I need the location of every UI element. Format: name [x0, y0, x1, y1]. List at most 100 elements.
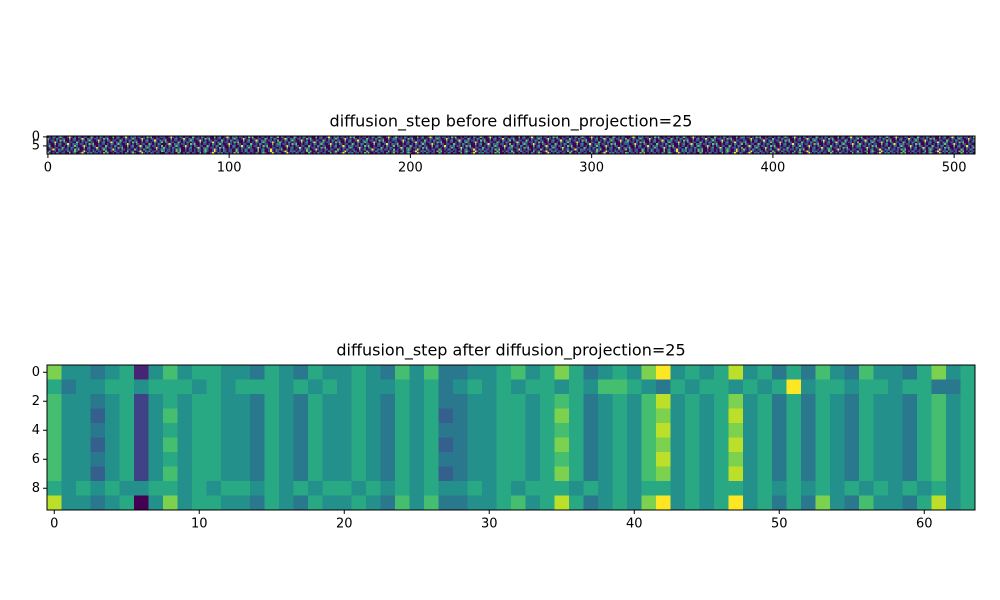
heatmap-cell	[298, 146, 302, 149]
heatmap-cell	[536, 148, 539, 151]
heatmap-cell	[289, 141, 292, 144]
heatmap-cell	[839, 143, 842, 146]
heatmap-cell	[414, 136, 418, 139]
heatmap-cell	[402, 150, 405, 153]
heatmap-cell	[549, 136, 552, 139]
heatmap-cell	[922, 150, 925, 153]
heatmap-cell	[732, 146, 735, 149]
heatmap-cell	[708, 139, 711, 142]
heatmap-cell	[530, 143, 534, 146]
heatmap-cell	[616, 148, 619, 151]
heatmap-cell	[391, 137, 394, 140]
heatmap-cell	[190, 152, 193, 155]
heatmap-cell	[511, 146, 514, 149]
heatmap-cell	[579, 143, 582, 146]
heatmap-cell	[933, 139, 936, 142]
heatmap-cell	[50, 152, 53, 155]
heatmap-cell	[759, 137, 762, 140]
heatmap-cell	[889, 136, 892, 139]
heatmap-cell	[737, 146, 740, 149]
heatmap-cell	[715, 137, 718, 140]
heatmap-cell	[768, 146, 771, 149]
heatmap-cell	[188, 146, 191, 149]
heatmap-cell	[293, 148, 296, 151]
heatmap-cell	[842, 145, 845, 148]
heatmap-cell	[95, 143, 99, 146]
heatmap-cell	[137, 152, 140, 155]
heatmap-cell	[764, 146, 767, 149]
heatmap-cell	[518, 148, 521, 151]
heatmap-cell	[273, 150, 276, 153]
heatmap-cell	[467, 141, 470, 144]
heatmap-cell	[840, 148, 843, 151]
heatmap-cell	[641, 141, 644, 144]
heatmap-cell	[806, 150, 809, 153]
heatmap-cell	[949, 148, 952, 151]
heatmap-cell	[380, 143, 383, 146]
heatmap-cell	[277, 136, 280, 139]
heatmap-cell	[146, 136, 149, 139]
heatmap-cell	[288, 148, 291, 151]
heatmap-cell	[659, 152, 662, 155]
heatmap-cell	[135, 145, 138, 148]
heatmap-cell	[192, 148, 195, 151]
heatmap-cell	[284, 136, 287, 139]
heatmap-cell	[175, 150, 178, 153]
heatmap-cell	[953, 146, 956, 149]
heatmap-cell	[385, 148, 389, 151]
heatmap-cell	[146, 146, 149, 149]
heatmap-cell	[215, 139, 218, 142]
heatmap-cell	[462, 136, 465, 139]
heatmap-cell	[458, 137, 461, 140]
heatmap-cell	[460, 152, 463, 155]
heatmap-cell	[791, 143, 795, 146]
heatmap-cell	[413, 136, 416, 139]
heatmap-cell	[117, 152, 120, 155]
heatmap-cell	[538, 136, 541, 139]
heatmap-cell	[538, 145, 541, 148]
heatmap-cell	[155, 136, 158, 139]
heatmap-cell	[864, 136, 867, 139]
heatmap-cell	[478, 150, 481, 153]
heatmap-cell	[449, 141, 452, 144]
heatmap-cell	[226, 136, 229, 139]
heatmap-cell	[791, 150, 795, 153]
heatmap-cell	[387, 141, 390, 144]
heatmap-cell	[453, 137, 456, 140]
heatmap-cell	[886, 143, 889, 146]
heatmap-cell	[442, 136, 445, 139]
heatmap-cell	[639, 145, 642, 148]
heatmap-cell	[382, 150, 385, 153]
heatmap-cell	[598, 145, 601, 148]
heatmap-cell	[282, 137, 285, 140]
heatmap-cell	[355, 152, 358, 155]
heatmap-cell	[619, 152, 622, 155]
heatmap-cell	[192, 139, 195, 142]
heatmap-cell	[724, 136, 727, 139]
heatmap-cell	[791, 141, 795, 144]
heatmap-cell	[166, 137, 169, 140]
heatmap-cell	[750, 148, 753, 151]
heatmap-cell	[819, 148, 822, 151]
heatmap-cell	[358, 150, 361, 153]
heatmap-cell	[710, 150, 713, 153]
heatmap-cell	[346, 152, 349, 155]
heatmap-cell	[712, 139, 715, 142]
heatmap-cell	[598, 141, 601, 144]
heatmap-cell	[534, 152, 537, 155]
heatmap-cell	[503, 137, 506, 140]
heatmap-cell	[603, 136, 606, 139]
heatmap-cell	[124, 141, 128, 144]
heatmap-cell	[320, 145, 323, 148]
heatmap-cell	[808, 136, 811, 139]
heatmap-cell	[585, 139, 588, 142]
heatmap-cell	[699, 137, 702, 140]
heatmap-cell	[79, 139, 82, 142]
heatmap-cell	[311, 148, 314, 151]
heatmap-cell	[492, 143, 495, 146]
heatmap-cell	[239, 146, 242, 149]
heatmap-cell	[322, 152, 325, 155]
heatmap-cell	[48, 146, 51, 149]
heatmap-cell	[105, 141, 108, 144]
heatmap-cell	[550, 146, 553, 149]
